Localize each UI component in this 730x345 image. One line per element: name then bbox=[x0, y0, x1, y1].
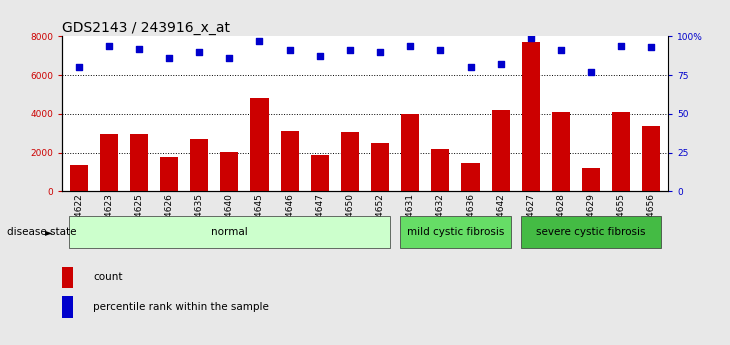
Text: GDS2143 / 243916_x_at: GDS2143 / 243916_x_at bbox=[62, 21, 230, 35]
Point bbox=[164, 55, 175, 61]
Bar bbox=[130, 134, 148, 191]
Bar bbox=[582, 168, 600, 191]
Text: count: count bbox=[93, 272, 123, 282]
Bar bbox=[100, 134, 118, 191]
Point bbox=[555, 47, 566, 53]
Point bbox=[253, 38, 265, 43]
Bar bbox=[220, 152, 239, 191]
Bar bbox=[69, 165, 88, 191]
Point bbox=[645, 44, 657, 50]
Point bbox=[374, 49, 386, 55]
Bar bbox=[522, 42, 540, 191]
Point bbox=[344, 47, 356, 53]
Bar bbox=[190, 139, 208, 191]
Point bbox=[525, 35, 537, 40]
Point bbox=[193, 49, 205, 55]
Bar bbox=[431, 149, 450, 191]
Point bbox=[615, 43, 627, 48]
Point bbox=[133, 46, 145, 51]
Bar bbox=[280, 131, 299, 191]
Bar bbox=[642, 127, 661, 191]
Point bbox=[73, 65, 85, 70]
Point bbox=[495, 61, 507, 67]
Bar bbox=[552, 112, 570, 191]
Text: mild cystic fibrosis: mild cystic fibrosis bbox=[407, 227, 504, 237]
Point bbox=[284, 47, 296, 53]
Point bbox=[314, 53, 326, 59]
Point bbox=[404, 43, 416, 48]
Bar bbox=[402, 114, 419, 191]
Bar bbox=[160, 157, 178, 191]
Bar bbox=[400, 216, 510, 248]
Bar bbox=[520, 216, 661, 248]
Text: percentile rank within the sample: percentile rank within the sample bbox=[93, 302, 269, 312]
Text: disease state: disease state bbox=[7, 227, 77, 237]
Bar bbox=[62, 296, 73, 318]
Text: ►: ► bbox=[45, 227, 53, 237]
Bar bbox=[371, 143, 389, 191]
Bar bbox=[612, 112, 630, 191]
Text: normal: normal bbox=[211, 227, 247, 237]
Bar bbox=[461, 163, 480, 191]
Text: severe cystic fibrosis: severe cystic fibrosis bbox=[537, 227, 646, 237]
Bar bbox=[311, 155, 329, 191]
Point bbox=[465, 65, 477, 70]
Bar bbox=[341, 132, 359, 191]
Bar bbox=[62, 267, 73, 288]
Point bbox=[103, 43, 115, 48]
Point bbox=[434, 47, 446, 53]
Bar bbox=[69, 216, 390, 248]
Bar bbox=[491, 110, 510, 191]
Point bbox=[585, 69, 597, 75]
Bar bbox=[250, 98, 269, 191]
Point bbox=[223, 55, 235, 61]
